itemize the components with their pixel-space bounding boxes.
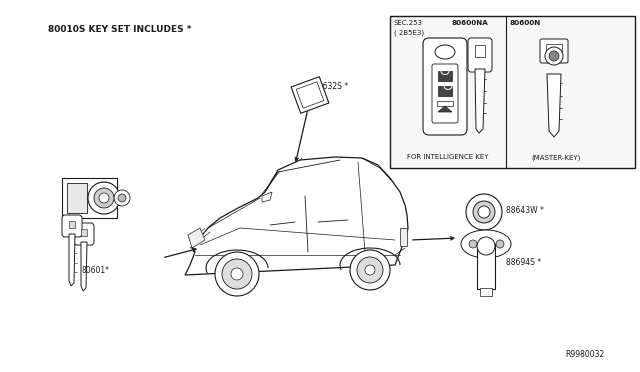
Circle shape (545, 47, 563, 65)
Bar (480, 288, 492, 296)
Text: SEC.253: SEC.253 (394, 20, 423, 26)
FancyBboxPatch shape (423, 38, 467, 135)
Polygon shape (475, 69, 485, 133)
Circle shape (469, 240, 477, 248)
Bar (477, 244, 495, 289)
Bar (69, 221, 75, 228)
Text: FOR INTELLIGENCE KEY: FOR INTELLIGENCE KEY (407, 154, 489, 160)
Circle shape (478, 206, 490, 218)
Circle shape (215, 252, 259, 296)
Bar (67, 183, 87, 213)
Text: 88643W *: 88643W * (506, 206, 544, 215)
Circle shape (99, 193, 109, 203)
Circle shape (477, 237, 495, 255)
Text: R9980032: R9980032 (565, 350, 604, 359)
Polygon shape (547, 74, 561, 137)
Text: 68632S *: 68632S * (313, 82, 348, 91)
Text: 80600NA: 80600NA (452, 20, 489, 26)
Circle shape (549, 51, 559, 61)
Polygon shape (262, 192, 272, 202)
FancyBboxPatch shape (468, 38, 492, 72)
Bar (390, 16, 635, 168)
Bar (62, 178, 117, 218)
Text: 88694S *: 88694S * (506, 258, 541, 267)
FancyBboxPatch shape (432, 64, 458, 123)
Polygon shape (438, 106, 452, 112)
Text: 80600N: 80600N (510, 20, 541, 26)
Circle shape (118, 194, 126, 202)
FancyBboxPatch shape (540, 39, 568, 63)
Polygon shape (188, 228, 205, 248)
Circle shape (231, 268, 243, 280)
Bar (400, 228, 407, 246)
Circle shape (496, 240, 504, 248)
Bar (437, 101, 453, 106)
Bar (475, 45, 485, 57)
Polygon shape (296, 82, 324, 108)
Polygon shape (185, 157, 408, 275)
Ellipse shape (461, 230, 511, 258)
Circle shape (473, 201, 495, 223)
Text: ( 2B5E3): ( 2B5E3) (394, 29, 424, 35)
Circle shape (365, 265, 375, 275)
Bar (546, 44, 562, 52)
Circle shape (466, 194, 502, 230)
Text: (MASTER-KEY): (MASTER-KEY) (531, 154, 580, 160)
FancyBboxPatch shape (62, 215, 82, 237)
Circle shape (114, 190, 130, 206)
Polygon shape (291, 77, 329, 113)
Bar (81, 229, 87, 236)
Circle shape (88, 182, 120, 214)
Bar (438, 71, 452, 81)
Circle shape (222, 259, 252, 289)
Polygon shape (81, 242, 87, 291)
Ellipse shape (435, 45, 455, 59)
Circle shape (94, 188, 114, 208)
Polygon shape (69, 234, 75, 286)
Bar (438, 86, 452, 96)
Circle shape (357, 257, 383, 283)
Circle shape (350, 250, 390, 290)
Text: 80010S KEY SET INCLUDES *: 80010S KEY SET INCLUDES * (48, 25, 191, 34)
Text: 80601*: 80601* (82, 266, 110, 275)
FancyBboxPatch shape (74, 223, 94, 245)
